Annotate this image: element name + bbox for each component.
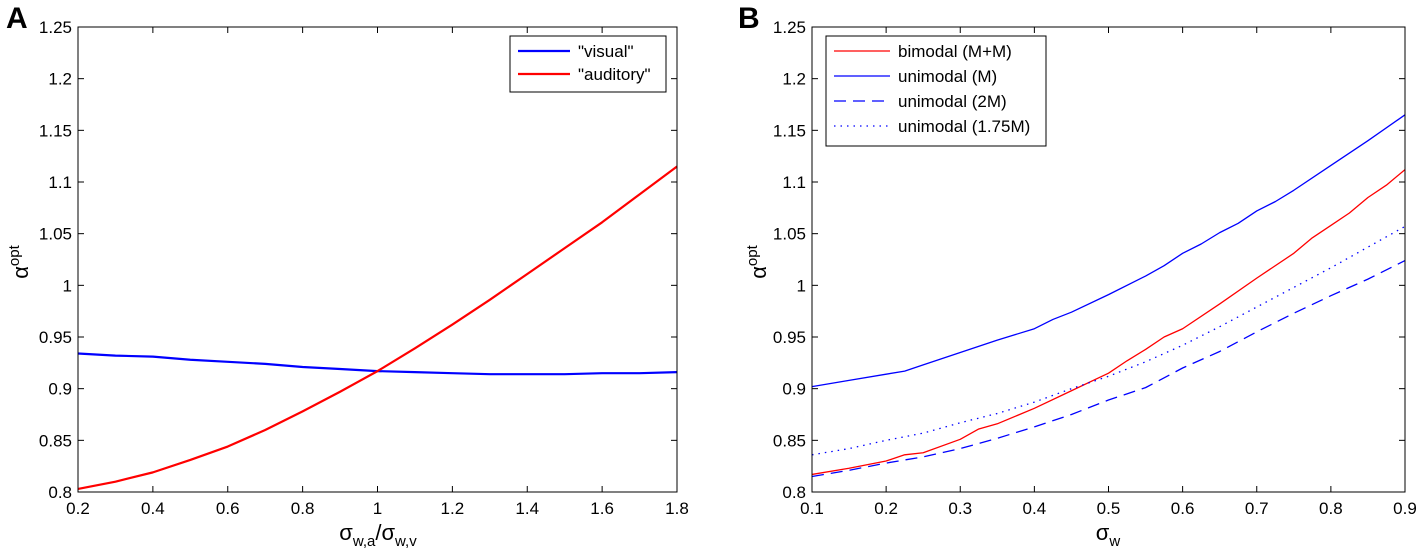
y-tick-label: 1	[797, 276, 806, 295]
x-tick-label: 1.6	[590, 499, 614, 518]
y-tick-label: 1.25	[39, 18, 72, 37]
x-axis-label-sub: w,a	[352, 533, 376, 550]
legend-box	[825, 35, 1047, 147]
x-axis-label-sub: w	[1108, 533, 1120, 550]
x-tick-label: 0.9	[1393, 499, 1417, 518]
panel-b: B 0.1 0.2 0.3 0.4 0.5 0.6 0.7 0.8 0.9 0.8 0.85 0.9 0.…	[738, 2, 1417, 550]
series-line-1	[77, 165, 678, 490]
y-axis-label-sup: opt	[744, 244, 761, 266]
x-tick-label: 0.8	[291, 499, 315, 518]
legend-label-0: "visual"	[578, 42, 634, 61]
x-tick-label: 0.5	[1097, 499, 1121, 518]
x-tick-label: 0.6	[1171, 499, 1195, 518]
y-tick-label: 0.9	[782, 380, 806, 399]
x-tick-label: 0.4	[141, 499, 165, 518]
x-tick-label: 0.1	[800, 499, 824, 518]
y-tick-label: 0.9	[48, 380, 72, 399]
x-tick-label: 0.6	[216, 499, 240, 518]
series-group	[77, 165, 678, 490]
legend-label-0: bimodal (M+M)	[898, 42, 1012, 61]
y-tick-label: 1.05	[39, 225, 72, 244]
panel-a: A 0.2 0.4 0.6 0.8 1 1.2 1.4 1.6 1.8 0.8 0.85 0.9 0.95…	[6, 2, 689, 550]
y-tick-label: 0.95	[39, 328, 72, 347]
y-tick-label: 0.85	[773, 431, 806, 450]
x-tick-label: 0.7	[1245, 499, 1269, 518]
panel-letter: B	[738, 2, 760, 35]
legend: "visual" "auditory"	[509, 35, 667, 93]
y-tick-label: 1.1	[782, 173, 806, 192]
y-tick-label: 1.15	[39, 121, 72, 140]
y-tick-label: 1	[63, 276, 72, 295]
y-tick-label: 1.1	[48, 173, 72, 192]
y-axis-label-sup: opt	[6, 244, 23, 266]
axes-box	[77, 26, 678, 493]
x-tick-label: 0.2	[874, 499, 898, 518]
x-axis-label: σw	[1096, 520, 1121, 550]
legend: bimodal (M+M) unimodal (M) unimodal (2M) un…	[825, 35, 1047, 147]
x-tick-label: 1.2	[441, 499, 465, 518]
x-tick-label: 1.8	[665, 499, 689, 518]
y-tick-label: 1.15	[773, 121, 806, 140]
x-axis-label-sub2: w,v	[394, 533, 417, 550]
x-tick-label: 1.4	[515, 499, 539, 518]
series-line-3	[811, 225, 1406, 456]
x-axis-label: σw,a/σw,v	[339, 520, 417, 550]
legend-box	[509, 35, 667, 93]
y-axis-label: αopt	[6, 244, 33, 278]
legend-label-2: unimodal (2M)	[898, 92, 1007, 111]
x-tick-label: 0.3	[948, 499, 972, 518]
y-tick-label: 0.85	[39, 431, 72, 450]
y-axis-label-main: α	[8, 266, 33, 279]
x-tick-label: 0.2	[66, 499, 90, 518]
x-axis-label-main: σ	[1096, 520, 1110, 545]
y-tick-label: 0.8	[782, 483, 806, 502]
y-tick-label: 1.2	[782, 70, 806, 89]
x-tick-label: 0.4	[1023, 499, 1047, 518]
y-tick-label: 1.25	[773, 18, 806, 37]
y-tick-label: 1.2	[48, 70, 72, 89]
y-tick-label: 0.8	[48, 483, 72, 502]
x-axis-label-slash: /σ	[375, 520, 395, 545]
y-tick-label: 1.05	[773, 225, 806, 244]
y-tick-label: 0.95	[773, 328, 806, 347]
series-line-1	[811, 114, 1406, 388]
legend-label-1: "auditory"	[578, 65, 651, 84]
x-tick-label: 0.8	[1319, 499, 1343, 518]
y-axis-label-main: α	[746, 266, 771, 279]
series-line-0	[811, 169, 1406, 476]
x-tick-label: 1	[373, 499, 382, 518]
panel-letter: A	[6, 2, 28, 35]
series-line-2	[811, 259, 1406, 478]
x-axis-label-main: σ	[339, 520, 353, 545]
y-axis-label: αopt	[744, 244, 771, 278]
series-group	[811, 114, 1406, 478]
legend-label-3: unimodal (1.75M)	[898, 117, 1030, 136]
legend-label-1: unimodal (M)	[898, 67, 997, 86]
